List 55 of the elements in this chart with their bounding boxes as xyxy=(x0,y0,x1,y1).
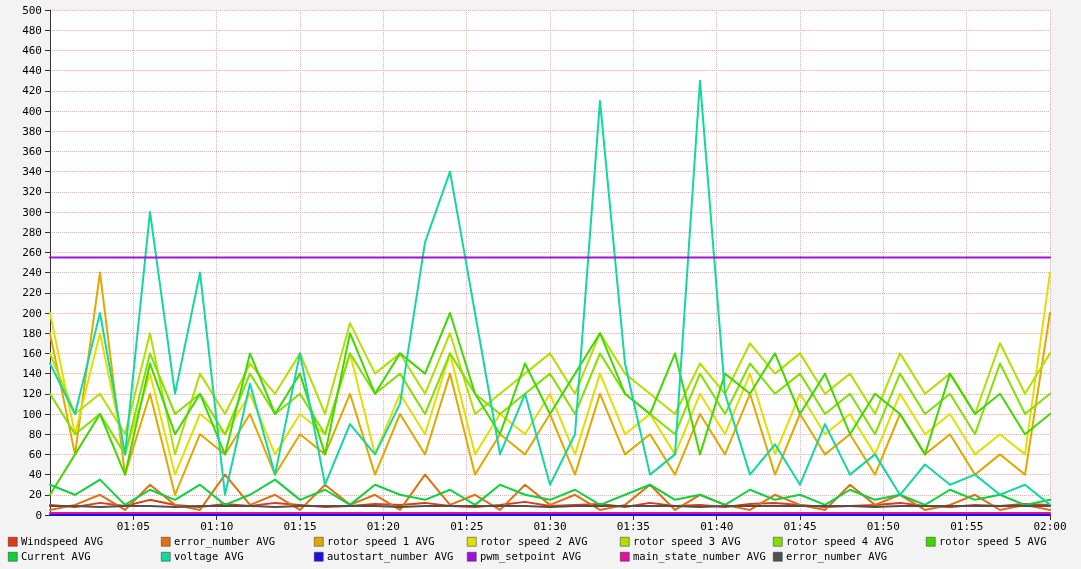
legend-label: Current AVG xyxy=(21,549,91,562)
y-tick-label: 440 xyxy=(22,64,42,78)
y-tick-label: 380 xyxy=(22,124,42,138)
y-tick-label: 200 xyxy=(22,306,42,320)
y-tick-label: 280 xyxy=(22,225,42,239)
y-tick-label: 20 xyxy=(28,488,42,502)
x-tick-label: 01:15 xyxy=(283,520,317,533)
legend-label: rotor speed 1 AVG xyxy=(327,534,435,547)
y-tick-label: 220 xyxy=(22,286,42,300)
y-tick-label: 320 xyxy=(22,185,42,199)
y-tick-label: 40 xyxy=(28,468,42,482)
legend-label: pwm_setpoint AVG xyxy=(480,549,582,563)
y-tick-label: 160 xyxy=(22,346,42,360)
line-series xyxy=(49,322,1051,456)
line-series xyxy=(49,79,1051,506)
y-tick-label: 0 xyxy=(35,508,42,522)
legend-label: rotor speed 3 AVG xyxy=(633,534,741,547)
y-tick-label: 140 xyxy=(22,367,42,381)
x-tick-label: 01:50 xyxy=(866,520,900,533)
y-tick-label: 420 xyxy=(22,84,42,98)
y-tick-label: 300 xyxy=(22,205,42,219)
x-tick-label: 01:35 xyxy=(616,520,650,533)
x-tick-label: 01:45 xyxy=(783,520,817,533)
x-tick-label: 02:00 xyxy=(1033,520,1067,533)
legend-label: rotor speed 5 AVG xyxy=(939,534,1047,547)
x-tick-label: 01:40 xyxy=(700,520,734,533)
y-tick-label: 480 xyxy=(22,23,42,37)
legend-label: error_number AVG xyxy=(174,534,276,548)
legend-label: voltage AVG xyxy=(174,549,244,562)
y-tick-label: 340 xyxy=(22,165,42,179)
y-tick-label: 360 xyxy=(22,144,42,158)
y-tick-label: 100 xyxy=(22,407,42,421)
legend-label: Windspeed AVG xyxy=(21,534,104,547)
line-series xyxy=(49,312,1051,496)
x-tick-label: 01:05 xyxy=(116,520,150,533)
x-tick-label: 01:10 xyxy=(200,520,234,533)
legend-label: error_number AVG xyxy=(786,549,888,563)
y-tick-label: 460 xyxy=(22,43,42,57)
y-tick-label: 400 xyxy=(22,104,42,118)
legend-label: rotor speed 4 AVG xyxy=(786,534,894,547)
y-tick-label: 240 xyxy=(22,266,42,280)
legend-label: main_state_number AVG xyxy=(633,549,766,563)
y-tick-label: 500 xyxy=(22,3,42,17)
x-tick-label: 01:55 xyxy=(950,520,984,533)
y-tick-label: 180 xyxy=(22,326,42,340)
y-tick-label: 80 xyxy=(28,427,42,441)
y-tick-label: 60 xyxy=(28,447,42,461)
x-tick-label: 01:20 xyxy=(366,520,400,533)
y-tick-label: 260 xyxy=(22,245,42,259)
legend-label: rotor speed 2 AVG xyxy=(480,534,588,547)
x-tick-label: 01:25 xyxy=(450,520,484,533)
y-tick-label: 120 xyxy=(22,387,42,401)
legend-label: autostart_number AVG xyxy=(327,549,454,563)
line-series xyxy=(49,352,1051,456)
x-tick-label: 01:30 xyxy=(533,520,567,533)
